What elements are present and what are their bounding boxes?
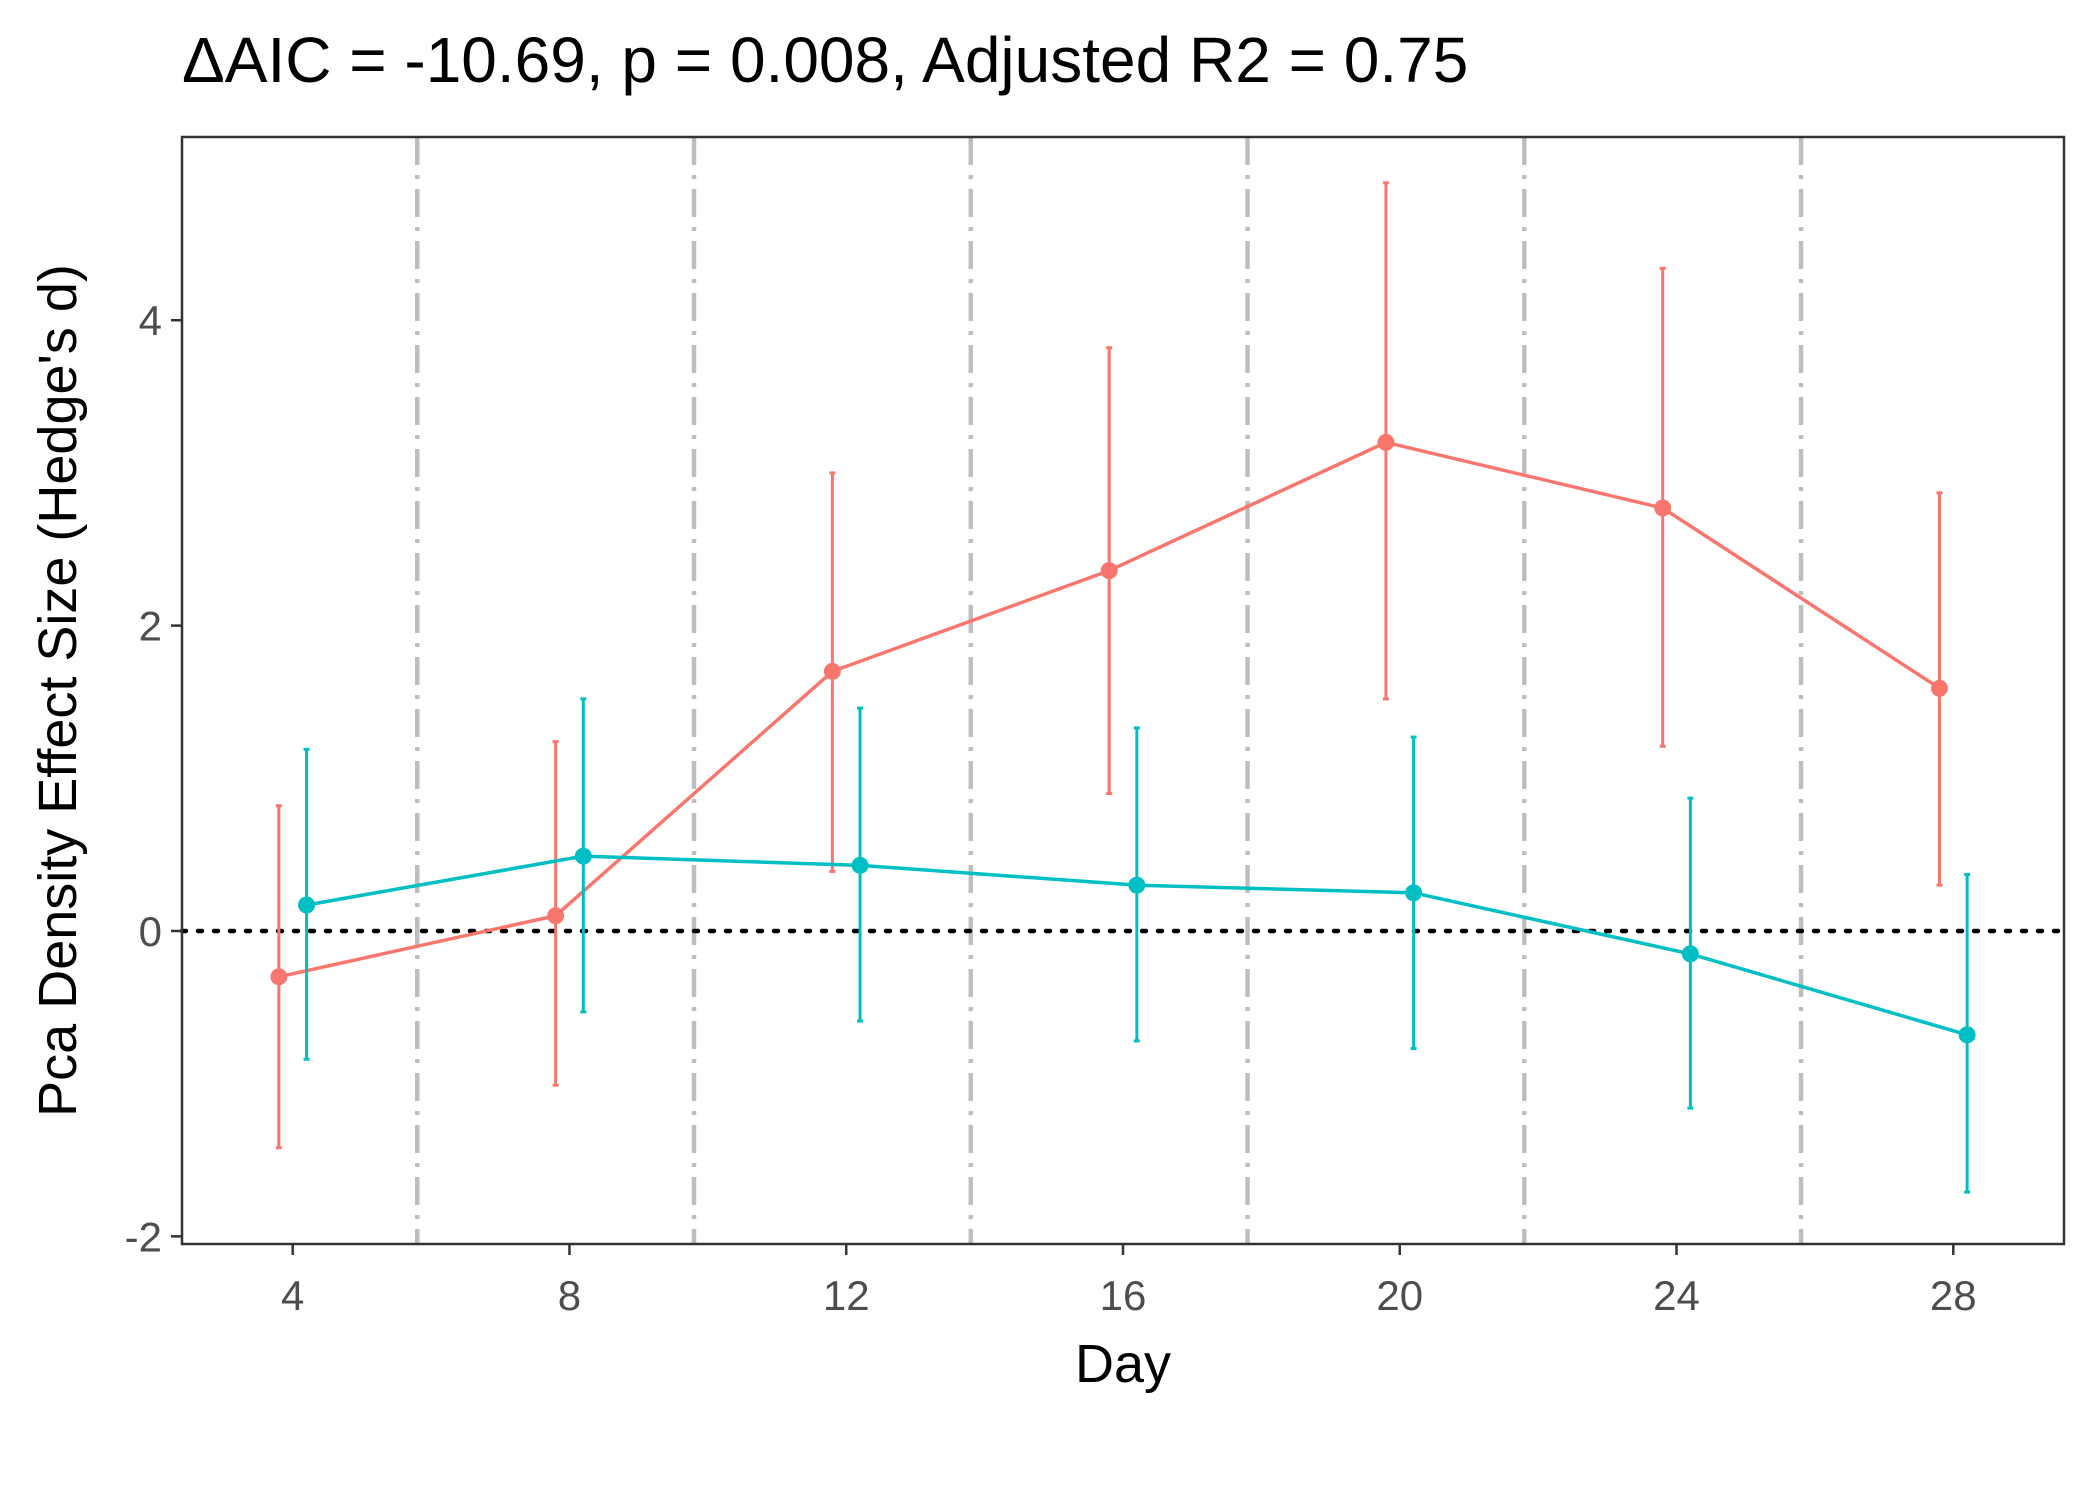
x-tick-label: 24 [1653, 1272, 1700, 1319]
series-layer [270, 181, 1976, 1194]
x-tick-label: 4 [281, 1272, 304, 1319]
data-point [298, 896, 316, 914]
data-point [1405, 884, 1423, 902]
x-tick-label: 16 [1100, 1272, 1147, 1319]
chart-title: ΔAIC = -10.69, p = 0.008, Adjusted R2 = … [182, 24, 1468, 96]
series-2 [298, 697, 1976, 1194]
data-point [1128, 876, 1146, 894]
data-point [574, 847, 592, 865]
data-point [270, 968, 288, 986]
x-tick-label: 20 [1376, 1272, 1423, 1319]
data-point [547, 907, 565, 925]
data-point [1654, 499, 1672, 517]
series-1 [270, 181, 1948, 1150]
data-point [1100, 562, 1118, 580]
y-tick-label: 4 [139, 297, 162, 344]
y-tick-label: 0 [139, 908, 162, 955]
data-point [823, 662, 841, 680]
vertical-divider-lines [415, 137, 1804, 1244]
x-tick-label: 12 [823, 1272, 870, 1319]
data-point [1958, 1026, 1976, 1044]
data-point [1377, 433, 1395, 451]
data-point [1681, 945, 1699, 963]
y-tick-label: -2 [125, 1213, 162, 1260]
data-point [1930, 679, 1948, 697]
y-axis-label: Pca Density Effect Size (Hedge's d) [28, 264, 88, 1117]
x-tick-label: 28 [1930, 1272, 1977, 1319]
y-tick-label: 2 [139, 603, 162, 650]
x-axis-label: Day [1075, 1334, 1171, 1394]
data-point [851, 856, 869, 874]
x-tick-label: 8 [558, 1272, 581, 1319]
